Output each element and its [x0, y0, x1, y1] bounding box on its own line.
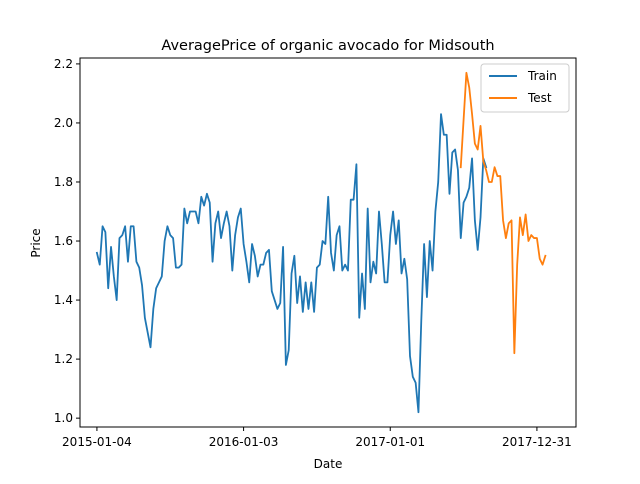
legend: Train Test [480, 63, 570, 113]
y-tick-label: 2.0 [54, 116, 73, 130]
series-lines [95, 71, 547, 414]
x-tick-label: 2015-01-04 [62, 435, 132, 449]
y-axis-label: Price [29, 228, 43, 257]
plot-background [80, 58, 576, 427]
x-tick-label: 2016-01-03 [209, 435, 279, 449]
plot-frame [79, 57, 577, 428]
x-axis: 2015-01-04 2016-01-03 2017-01-01 2017-12-31 [62, 427, 572, 449]
y-tick-label: 2.2 [54, 57, 73, 71]
series-line-test [459, 71, 547, 355]
plot-area [79, 57, 577, 428]
y-tick-label: 1.2 [54, 352, 73, 366]
y-tick-label: 1.4 [54, 293, 73, 307]
y-tick-label: 1.0 [54, 411, 73, 425]
legend-label-test: Test [527, 91, 552, 105]
series-line-train [95, 113, 488, 414]
chart-title: AveragePrice of organic avocado for Mids… [161, 38, 494, 54]
y-tick-label: 1.6 [54, 234, 73, 248]
y-tick-label: 1.8 [54, 175, 73, 189]
x-axis-label: Date [314, 457, 343, 471]
y-axis: 1.0 1.2 1.4 1.6 1.8 2.0 2.2 [54, 57, 80, 425]
x-tick-label: 2017-12-31 [502, 435, 572, 449]
legend-label-train: Train [527, 69, 557, 83]
x-tick-label: 2017-01-01 [355, 435, 425, 449]
